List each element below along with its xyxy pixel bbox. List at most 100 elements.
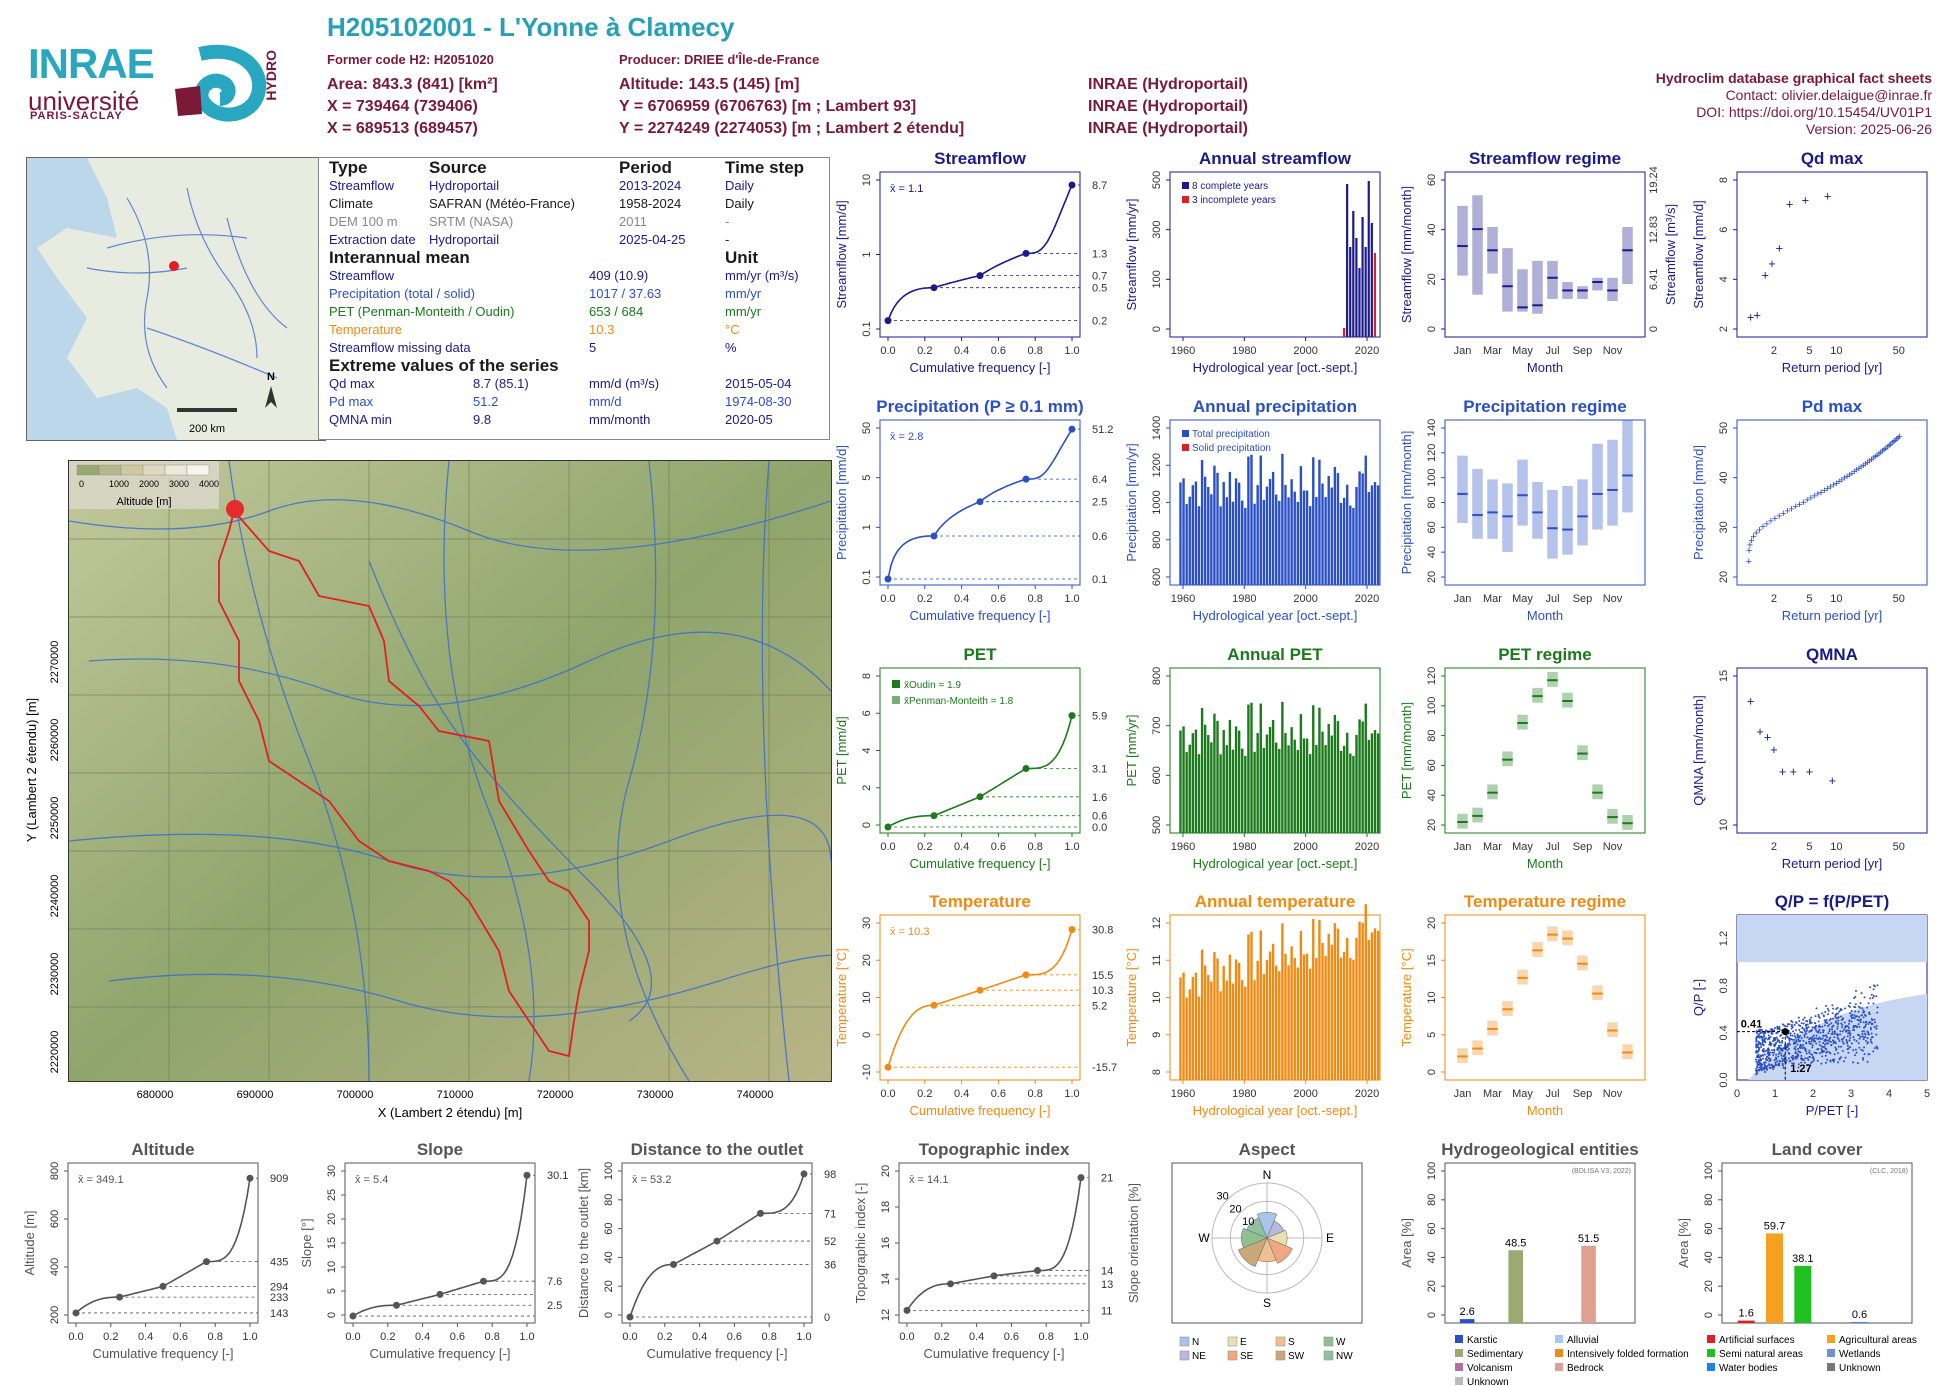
daily-point [1779, 1044, 1782, 1047]
chart-xlabel: Return period [yr] [1782, 608, 1882, 623]
y-tick-label: 0 [1426, 326, 1438, 332]
return-point: + [1853, 465, 1859, 477]
daily-point [1756, 1062, 1759, 1065]
annual-bar [1200, 949, 1204, 1080]
daily-point [1776, 1027, 1779, 1030]
annual-bar [1203, 724, 1207, 833]
annual-bar [1367, 181, 1370, 337]
bigmap-ylabel: Y (Lambert 2 étendu) [m] [24, 698, 39, 842]
bigmap-xtick: 700000 [337, 1089, 374, 1101]
contact[interactable]: Contact: olivier.delaigue@inrae.fr [1725, 87, 1932, 103]
daily-point [1811, 1053, 1814, 1056]
version: Version: 2025-06-26 [1805, 121, 1932, 137]
annual-bar [1271, 471, 1275, 585]
daily-point [1816, 1059, 1819, 1062]
daily-point [1778, 1051, 1781, 1054]
chart-ylabel: Distance to the outlet [km] [576, 1168, 591, 1318]
annual-bar [1228, 471, 1232, 585]
daily-point [1828, 1038, 1831, 1041]
legend-swatch [1455, 1363, 1463, 1371]
daily-point [1813, 1040, 1816, 1043]
mean-unit: mm/yr (m³/s) [725, 268, 799, 283]
x-tick-label: Sep [1573, 841, 1593, 853]
chart-ylabel: Q/P [-] [1691, 979, 1706, 1016]
right-tick-label: 30.1 [547, 1170, 568, 1182]
daily-point [1817, 1013, 1820, 1016]
daily-point [1815, 1007, 1818, 1010]
annual-bar [1225, 745, 1228, 833]
daily-point [1769, 1051, 1772, 1054]
legend-label: Karstic [1467, 1335, 1498, 1346]
chart-title: Hydrogeological entities [1441, 1140, 1638, 1159]
annual-bar [1336, 473, 1340, 585]
annual-bar [1281, 923, 1284, 1080]
daily-point [1760, 1028, 1763, 1031]
legend-label: Water bodies [1719, 1363, 1778, 1374]
daily-point [1772, 1066, 1775, 1069]
return-point: + [1756, 724, 1764, 739]
extreme-date: 2015-05-04 [725, 376, 792, 391]
daily-point [1808, 1049, 1811, 1052]
annual-bar [1188, 989, 1191, 1080]
x-tick-label: 1980 [1232, 593, 1256, 605]
extreme-value: 9.8 [473, 412, 492, 427]
chart-pd_max: Pd max Return period [yr] Precipitation [m… [1691, 397, 1928, 623]
daily-point [1773, 1027, 1776, 1030]
mean-label: Streamflow missing data [329, 340, 471, 355]
legend-label: x̄Penman-Monteith = 1.8 [904, 696, 1014, 707]
daily-point [1860, 992, 1863, 995]
return-point: + [1776, 240, 1784, 255]
daily-point [1755, 1043, 1758, 1046]
annual-bar [1330, 487, 1333, 585]
chart-title: PET regime [1498, 645, 1592, 664]
source-x: INRAE (Hydroportail) [1088, 98, 1248, 115]
annual-bar [1373, 730, 1377, 833]
legend-label: E [1240, 1337, 1247, 1348]
y-tick-label: 0.0 [1718, 1072, 1730, 1087]
mean-value: 409 (10.9) [589, 268, 649, 283]
annual-bar [1361, 922, 1364, 1080]
gauging-station-marker[interactable] [226, 500, 244, 518]
extreme-label: Pd max [329, 394, 374, 409]
daily-point [1844, 1007, 1847, 1010]
daily-point [1819, 1031, 1822, 1034]
category-bar [1851, 1322, 1868, 1323]
daily-point [1810, 1037, 1813, 1040]
daily-point [1836, 1027, 1839, 1030]
daily-point [1803, 1061, 1806, 1064]
annual-bar [1234, 478, 1238, 585]
return-point: + [1800, 497, 1806, 509]
daily-point [1845, 1038, 1848, 1041]
annual-bar [1219, 506, 1222, 585]
y-tick-label: 600 [49, 1210, 61, 1228]
daily-point [1857, 1033, 1860, 1036]
daily-point [1770, 1030, 1773, 1033]
chart-precipitation_regime: Precipitation regime Month Precipitation [… [1399, 397, 1646, 623]
daily-point [1863, 996, 1866, 999]
daily-point [1794, 1048, 1797, 1051]
x-tick-label: 0.6 [1004, 1331, 1019, 1343]
chart-topographic_index: Topographic index Cumulative frequency [-… [853, 1140, 1113, 1361]
chart-ylabel2: Streamflow [m³/s] [1663, 204, 1678, 305]
daily-point [1789, 1038, 1792, 1041]
daily-point [1798, 1020, 1801, 1023]
doi[interactable]: DOI: https://doi.org/10.15454/UV01P1 [1696, 104, 1932, 120]
x-tick-label: Sep [1573, 345, 1593, 357]
daily-point [1867, 1031, 1870, 1034]
chart-xlabel: Cumulative frequency [-] [647, 1346, 788, 1361]
universite-logo: université [28, 86, 140, 116]
return-point: + [1802, 193, 1810, 208]
quantile-point [1022, 764, 1030, 772]
legend-tick: 4000 [199, 479, 219, 489]
daily-point [1775, 1036, 1778, 1039]
daily-point [1766, 1056, 1769, 1059]
right-tick-label: 0.1 [1092, 574, 1107, 586]
daily-point [1800, 1058, 1803, 1061]
daily-point [1836, 1012, 1839, 1015]
daily-point [1771, 1032, 1774, 1035]
category-bar [1508, 1250, 1523, 1323]
legend-swatch [1182, 430, 1189, 437]
daily-point [1875, 1024, 1878, 1027]
y-tick-label: 2 [861, 785, 873, 791]
daily-point [1820, 1062, 1823, 1065]
